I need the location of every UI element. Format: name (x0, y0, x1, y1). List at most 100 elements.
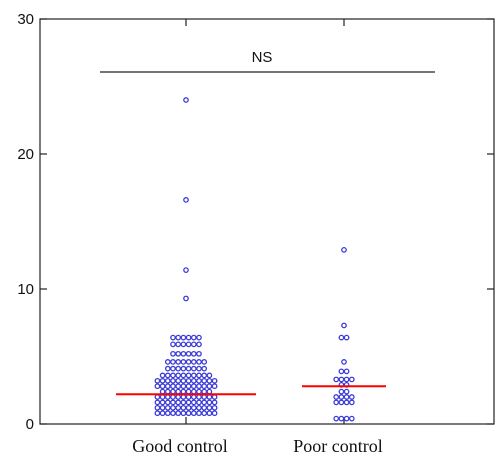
data-point (206, 388, 213, 395)
y-tick-label: 30 (17, 11, 34, 28)
data-point (164, 394, 171, 400)
data-point (338, 415, 345, 422)
data-point (159, 388, 166, 395)
data-point (196, 399, 202, 406)
data-point (154, 399, 161, 406)
data-point (175, 350, 182, 357)
data-point (180, 388, 187, 395)
data-point (159, 399, 166, 406)
data-point (206, 372, 213, 379)
data-point (190, 394, 197, 400)
data-point (183, 197, 189, 203)
data-point (338, 394, 345, 400)
data-point (190, 359, 197, 365)
data-point (190, 365, 197, 372)
data-point (196, 404, 202, 411)
data-point (201, 410, 208, 417)
data-point (190, 383, 197, 390)
data-point (180, 365, 187, 372)
data-point (338, 399, 345, 406)
marks (154, 97, 355, 422)
data-point (196, 365, 202, 372)
data-point (170, 394, 176, 400)
data-point (175, 334, 182, 341)
data-point (180, 404, 187, 411)
data-point (180, 394, 187, 400)
data-point (211, 394, 218, 400)
data-point (333, 376, 340, 383)
data-point (190, 399, 197, 406)
data-point (170, 388, 176, 395)
data-point (183, 295, 189, 302)
data-point (185, 388, 192, 395)
data-point (338, 376, 345, 383)
data-point (206, 394, 213, 400)
data-point (170, 377, 176, 384)
data-point (164, 410, 171, 417)
significance-label: NS (252, 49, 273, 66)
data-point (154, 383, 161, 390)
data-point (170, 404, 176, 411)
data-point (180, 334, 187, 341)
data-point (159, 394, 166, 400)
data-point (164, 359, 171, 365)
data-point (341, 359, 347, 365)
data-point (206, 404, 213, 411)
data-point (201, 399, 208, 406)
data-point (341, 247, 347, 253)
data-point (185, 341, 192, 348)
y-tick-label: 10 (17, 281, 34, 298)
data-point (196, 334, 202, 341)
data-point (348, 415, 355, 422)
data-point (170, 350, 176, 357)
data-point (348, 376, 355, 383)
data-point (211, 399, 218, 406)
data-point (183, 267, 189, 273)
data-point (175, 341, 182, 348)
data-point (201, 383, 208, 390)
data-point (154, 377, 161, 384)
data-point (185, 404, 192, 411)
data-point (180, 341, 187, 348)
data-point (180, 410, 187, 417)
data-point (190, 377, 197, 384)
data-point (170, 334, 176, 341)
data-point (164, 404, 171, 411)
data-point (170, 365, 176, 372)
data-point (159, 404, 166, 411)
x-category-label: Poor control (293, 436, 383, 456)
data-point (159, 372, 166, 379)
data-point (190, 334, 197, 341)
median-lines (116, 385, 386, 396)
data-point (201, 359, 208, 365)
data-point (201, 404, 208, 411)
data-point (164, 377, 171, 384)
data-point (170, 383, 176, 390)
data-point (175, 388, 182, 395)
data-point (341, 322, 347, 329)
data-point (190, 341, 197, 348)
data-point (343, 399, 350, 406)
data-point (211, 377, 218, 384)
data-point (333, 394, 340, 400)
data-point (185, 399, 192, 406)
data-point (185, 334, 192, 341)
data-point (175, 394, 182, 400)
data-point (159, 383, 166, 390)
data-point (343, 394, 350, 400)
data-point (343, 334, 350, 341)
data-point (343, 376, 350, 383)
data-point (338, 334, 345, 341)
data-point (196, 372, 202, 379)
data-point (164, 365, 171, 372)
data-point (185, 377, 192, 384)
data-point (190, 350, 197, 357)
data-point (190, 388, 197, 395)
data-point (180, 399, 187, 406)
data-point (185, 350, 192, 357)
data-point (190, 410, 197, 417)
data-point (170, 372, 176, 379)
data-point (196, 341, 202, 348)
data-point (196, 383, 202, 390)
data-point (175, 410, 182, 417)
